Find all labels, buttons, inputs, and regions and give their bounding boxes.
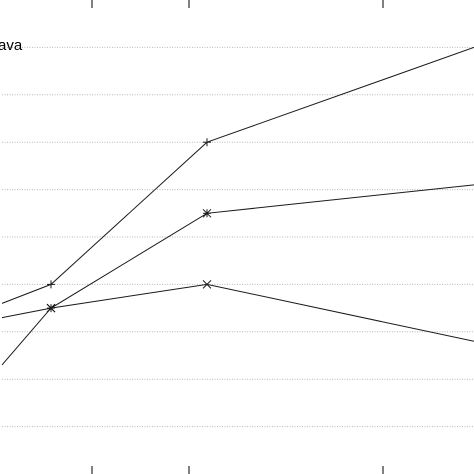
axis-ticks: [91, 0, 384, 474]
series: [1, 46, 474, 366]
grid: [2, 46, 474, 428]
series-2-point-1: [46, 303, 56, 313]
series-line-0: [1, 46, 474, 304]
series-0-point-2: [203, 138, 211, 147]
series-line-1: [1, 184, 474, 319]
series-1-point-2: [202, 208, 212, 218]
series-0-point-1: [47, 280, 55, 289]
series-line-2: [1, 283, 474, 366]
series-2-point-2: [202, 280, 212, 289]
legend-label: ava: [0, 37, 23, 54]
legend: ava: [0, 37, 23, 54]
